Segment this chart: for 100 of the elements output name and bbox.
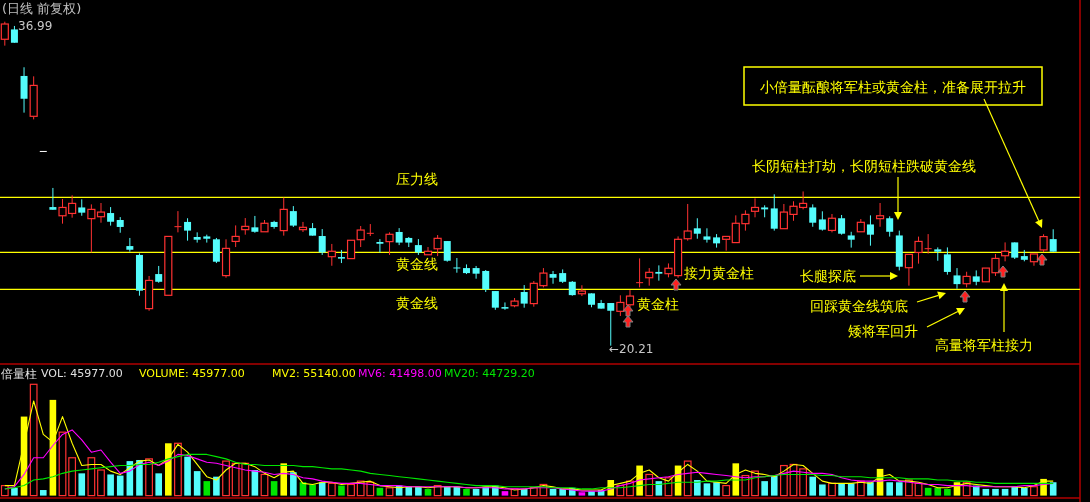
candlestick <box>636 257 644 288</box>
bar <box>29 383 38 497</box>
bar <box>376 487 384 496</box>
bar <box>290 472 297 496</box>
bar <box>982 488 990 496</box>
candlestick <box>875 202 885 228</box>
annotation: 长阴短柱打劫，长阴短柱跌破黄金线 <box>752 158 976 174</box>
bar <box>992 488 999 496</box>
text: VOLUME: 45977.00 <box>139 367 245 380</box>
candlestick <box>472 265 480 280</box>
candlestick <box>818 210 826 232</box>
candlestick <box>327 243 336 267</box>
candlestick <box>886 215 894 238</box>
candlestick <box>722 235 731 252</box>
text: MV2: 55140.00 <box>272 367 356 380</box>
bar <box>184 456 191 496</box>
annotation: 矮将军回升 <box>848 323 918 339</box>
annotation: 接力黄金柱 <box>684 265 754 281</box>
candlestick <box>809 203 817 228</box>
annotation: 36.99 <box>18 19 53 33</box>
bar <box>78 473 86 496</box>
bar <box>703 483 711 496</box>
candlestick <box>703 227 711 244</box>
bar <box>318 482 326 496</box>
candlestick <box>655 264 663 282</box>
bar <box>116 475 124 496</box>
text: MV6: 41498.00 <box>358 367 442 380</box>
bar <box>799 468 808 497</box>
candlestick <box>838 214 846 236</box>
bar <box>415 486 422 496</box>
candlestick <box>174 210 182 233</box>
bar <box>1001 488 1009 496</box>
bar <box>1021 487 1028 496</box>
bar <box>213 476 220 496</box>
bar <box>1011 486 1019 496</box>
bar <box>155 473 162 496</box>
bar <box>87 457 96 497</box>
candlestick <box>904 253 914 287</box>
annotation: 小倍量酝酿将军柱或黄金柱，准备展开拉升 <box>760 79 1026 95</box>
ref-line-label: 黄金线 <box>396 256 438 273</box>
ref-line-label: 黄金线 <box>396 295 438 312</box>
bar <box>713 482 720 496</box>
candlestick <box>443 240 451 263</box>
bar <box>136 459 143 496</box>
text: VOL: 45977.00 <box>41 367 123 380</box>
candlestick <box>385 231 394 256</box>
candlestick <box>770 193 778 232</box>
bar <box>443 486 451 496</box>
bar <box>39 490 47 496</box>
candlestick <box>251 215 259 234</box>
bar <box>0 484 9 497</box>
bar <box>761 481 768 496</box>
bar <box>472 488 480 496</box>
chart-title: 倍量柱 <box>1 367 37 381</box>
bar <box>896 482 903 496</box>
candlestick <box>184 217 192 242</box>
annotation: 高量将军柱接力 <box>935 337 1033 353</box>
bar <box>309 484 316 496</box>
candlestick <box>221 238 231 279</box>
candlestick <box>549 270 557 285</box>
candlestick <box>693 217 701 240</box>
bar <box>819 484 826 496</box>
candlestick <box>1049 228 1057 253</box>
candlestick <box>318 228 326 256</box>
bar <box>1049 482 1057 496</box>
bar <box>847 483 855 496</box>
bar <box>694 480 701 496</box>
bar <box>463 488 470 496</box>
candlestick <box>260 219 269 233</box>
annotation: 回踩黄金线筑底 <box>810 298 908 314</box>
bar <box>886 482 893 496</box>
annotation: 黄金柱 <box>637 296 679 312</box>
bar <box>867 482 874 496</box>
candlestick <box>750 197 760 218</box>
candlestick <box>491 290 499 311</box>
bar <box>559 488 566 496</box>
chart-title: (日线 前复权) <box>2 1 82 16</box>
text: MV20: 44729.20 <box>444 367 535 380</box>
bar <box>549 488 557 496</box>
candlestick <box>107 206 115 227</box>
bar <box>809 476 817 496</box>
candlestick <box>346 239 356 260</box>
candlestick <box>453 257 461 274</box>
candlestick <box>1029 253 1039 267</box>
bar <box>405 486 413 496</box>
candlestick <box>683 203 692 242</box>
bar <box>924 487 932 496</box>
candlestick <box>49 187 57 211</box>
bar <box>838 483 845 496</box>
candlestick <box>212 237 220 264</box>
candlestick <box>164 235 173 296</box>
bar <box>174 442 182 497</box>
bar <box>828 482 836 497</box>
bar <box>770 475 778 496</box>
bar <box>68 457 77 497</box>
bar <box>107 474 114 496</box>
bar <box>1030 486 1038 497</box>
candlestick <box>433 234 442 257</box>
bar <box>203 481 211 496</box>
candlestick <box>856 218 865 233</box>
